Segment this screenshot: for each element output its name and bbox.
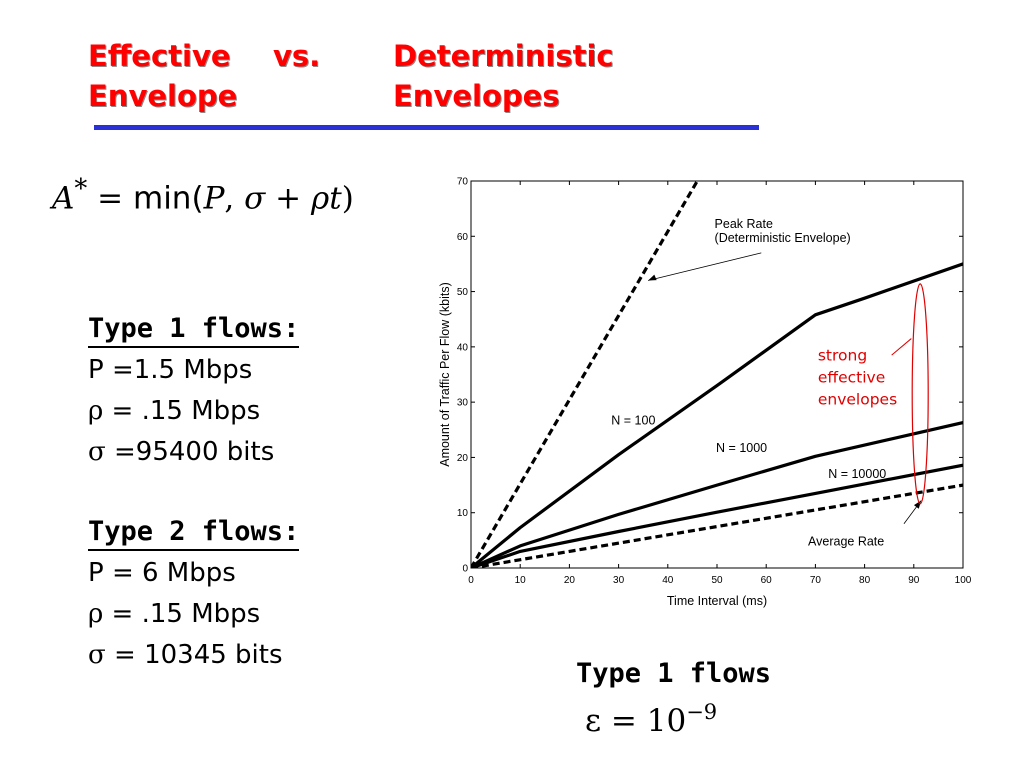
y-tick-label: 20 (457, 453, 469, 464)
envelope-chart-svg: 0 10 20 30 40 50 60 70 80 90 100 0 10 20 30 40 50 60 70 Tim… (438, 177, 972, 609)
type2-rho-symbol: ρ (88, 599, 104, 629)
y-tick-label: 60 (457, 232, 469, 243)
x-tick-label: 60 (761, 575, 773, 586)
epsilon-formula: ε = 10−9 (585, 700, 717, 739)
annotation-strong-line-2: effective (818, 369, 885, 387)
y-tick-label: 50 (457, 287, 469, 298)
y-tick-label: 40 (457, 342, 469, 353)
highlight-ellipse (911, 283, 929, 505)
peak-rate-arrow (648, 252, 762, 281)
annotation-average-rate: Average Rate (808, 534, 884, 548)
formula-lhs: A (52, 180, 75, 217)
title-word-effective: Effective (88, 39, 231, 73)
x-tick-label: 20 (564, 575, 576, 586)
formula-t: t (329, 180, 342, 217)
formula-star: * (74, 174, 88, 204)
slide-title-left: Effective vs. Envelope (88, 36, 388, 116)
x-tick-label: 40 (662, 575, 674, 586)
type1-sigma-symbol: σ (88, 437, 106, 467)
type2-sigma-value: = 10345 bits (105, 640, 283, 670)
type1-heading: Type 1 flows: (88, 312, 300, 348)
formula-p: P (203, 180, 225, 217)
x-tick-label: 100 (955, 575, 972, 586)
annotation-strong-line-3: envelopes (818, 391, 897, 409)
y-tick-label: 10 (457, 508, 469, 519)
formula-rho: ρ (311, 180, 330, 217)
type1-sigma-value: =95400 bits (105, 437, 275, 467)
slide-title-right: Deterministic Envelopes (393, 36, 733, 116)
annotation-peak-rate-subtitle: (Deterministic Envelope) (715, 231, 851, 245)
x-tick-label: 70 (810, 575, 822, 586)
annotation-strong-line-1: strong (818, 347, 867, 365)
envelope-chart: 0 10 20 30 40 50 60 70 80 90 100 0 10 20 30 40 50 60 70 Tim… (430, 170, 990, 615)
n1000-line (471, 421, 963, 568)
y-tick-label: 0 (462, 564, 468, 575)
formula-min: min( (133, 180, 204, 217)
epsilon-lhs: ε = 10 (585, 703, 687, 739)
x-tick-label: 30 (613, 575, 625, 586)
type2-p: P = 6 Mbps (88, 558, 236, 588)
peak-rate-arrowhead (648, 274, 657, 281)
series-label-n10000: N = 10000 (828, 467, 886, 481)
type1-rho-symbol: ρ (88, 396, 104, 426)
epsilon-exponent: −9 (686, 700, 718, 724)
x-axis-label: Time Interval (ms) (667, 594, 767, 608)
type1-p: P =1.5 Mbps (88, 355, 253, 385)
x-tick-label: 50 (711, 575, 723, 586)
formula-plus: + (265, 180, 311, 217)
y-tick-label: 70 (457, 177, 469, 188)
annotation-peak-rate: Peak Rate (715, 217, 773, 231)
formula-close: ) (341, 180, 354, 217)
average-rate-line (471, 483, 963, 568)
type2-rho-value: = .15 Mbps (103, 599, 261, 629)
x-tick-label: 90 (908, 575, 920, 586)
y-axis-label: Amount of Traffic Per Flow (kbits) (438, 282, 452, 467)
title-word-envelopes: Envelopes (393, 79, 560, 113)
x-tick-label: 80 (859, 575, 871, 586)
type2-heading: Type 2 flows: (88, 515, 300, 551)
type2-sigma-symbol: σ (88, 640, 106, 670)
type1-rho-value: = .15 Mbps (103, 396, 261, 426)
series-label-n1000: N = 1000 (716, 441, 767, 455)
peak-rate-line (471, 181, 699, 568)
title-word-envelope: Envelope (88, 79, 238, 113)
formula-sigma: σ (244, 180, 266, 217)
x-tick-label: 0 (468, 575, 474, 586)
type2-flows-block: Type 2 flows: P = 6 Mbps ρ = .15 Mbps σ … (88, 512, 300, 676)
title-word-deterministic: Deterministic (393, 39, 614, 73)
formula-eq: = (87, 180, 133, 217)
envelope-formula: A* = min(P, σ + ρt) (52, 174, 354, 216)
y-tick-label: 30 (457, 398, 469, 409)
type1-caption: Type 1 flows (576, 658, 772, 689)
n10000-line (471, 463, 963, 568)
title-word-vs: vs. (273, 39, 321, 73)
title-underline (94, 125, 759, 130)
highlight-connector (891, 338, 912, 356)
n100-line (471, 262, 963, 568)
type1-flows-block: Type 1 flows: P =1.5 Mbps ρ = .15 Mbps σ… (88, 309, 300, 473)
series-label-n100: N = 100 (611, 413, 655, 427)
x-tick-label: 10 (515, 575, 527, 586)
formula-sep: , (224, 180, 245, 217)
